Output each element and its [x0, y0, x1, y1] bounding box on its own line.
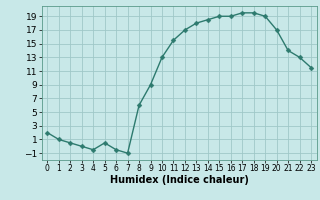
X-axis label: Humidex (Indice chaleur): Humidex (Indice chaleur)	[110, 175, 249, 185]
